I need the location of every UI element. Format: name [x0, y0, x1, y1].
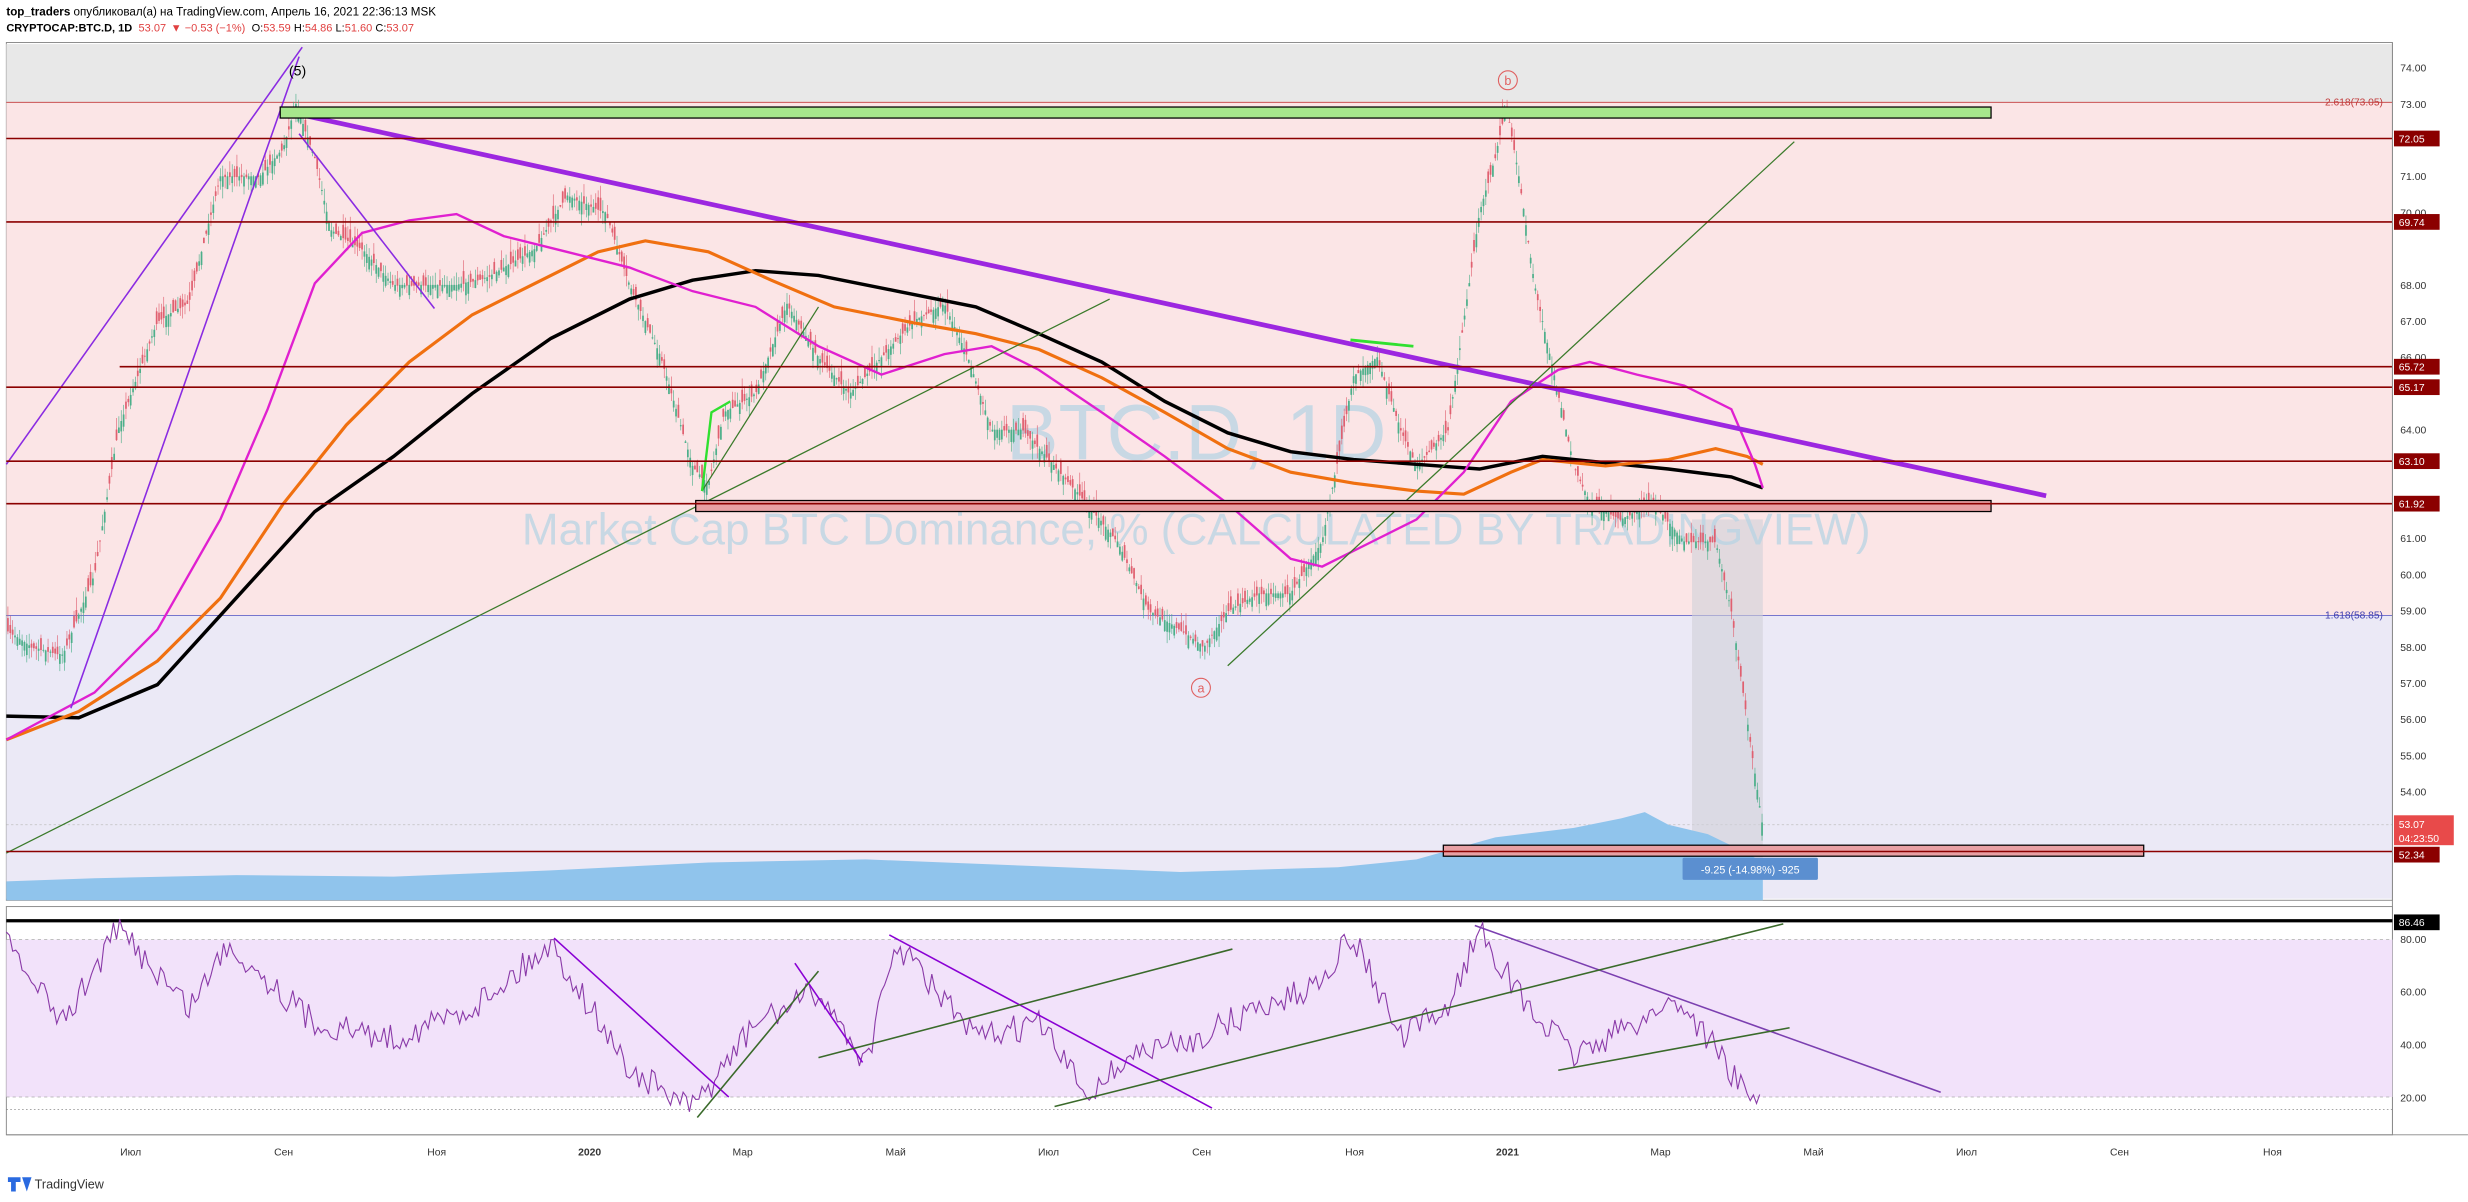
level-label: 65.17 [2399, 383, 2425, 394]
rsi-tick-label: 80.00 [2400, 935, 2426, 946]
rsi-tick-label: 20.00 [2400, 1093, 2426, 1104]
rsi-level-label: 86.46 [2399, 918, 2425, 929]
fib-label: 2.618(73.05) [2325, 97, 2383, 108]
level-box [2393, 379, 2440, 396]
price-tick-label: 67.00 [2400, 317, 2426, 328]
wave-label: a [1197, 682, 1204, 696]
measure-label: -9.25 (-14.98%) -925 [1701, 865, 1800, 877]
price-tick-label: 55.00 [2400, 751, 2426, 762]
price-tick-label: 74.00 [2400, 64, 2426, 75]
price-tick-label: 54.00 [2400, 788, 2426, 799]
ohlc-label: L: [336, 22, 345, 34]
level-label: 72.05 [2399, 134, 2425, 145]
candles [7, 93, 1763, 841]
footer: TradingView [7, 1177, 105, 1192]
level-box [2393, 358, 2440, 375]
price-tick-label: 64.00 [2400, 426, 2426, 437]
last: 53.07 [139, 22, 167, 34]
time-tick-label: Ноя [1345, 1147, 1364, 1158]
time-axis: Июл Сен Ноя 2020 Мар Май Июл Сен Ноя 2021 Мар Май Ию… [120, 1147, 2282, 1158]
ohlc-value: 51.60 [345, 22, 373, 34]
level-label: 61.92 [2399, 500, 2425, 511]
price-tick-label: 68.00 [2400, 281, 2426, 292]
price-tick-label: 73.00 [2400, 100, 2426, 111]
price-axis: 74.00 73.00 71.00 70.00 68.00 67.00 66.00 64.00… [2391, 42, 2454, 1134]
level-box [2393, 453, 2440, 470]
change: ▼ −0.53 (−1%) [171, 22, 245, 34]
level-label: 69.74 [2399, 218, 2425, 229]
time-tick-label: Сен [2110, 1147, 2129, 1158]
rsi-level-box [2393, 914, 2440, 931]
level-label: 63.10 [2399, 457, 2425, 468]
author: top_traders [6, 6, 70, 19]
level-label: 52.34 [2399, 851, 2425, 862]
ohlc-label: H: [294, 22, 305, 34]
time-tick-label: Май [1803, 1147, 1824, 1158]
time-tick-label: Мар [732, 1147, 753, 1158]
price-tick-label: 70.00 [2400, 208, 2426, 219]
rsi-tick-label: 40.00 [2400, 1041, 2426, 1052]
price-tick-label: 71.00 [2400, 172, 2426, 183]
current-price: 53.07 [2399, 820, 2425, 831]
brand: TradingView [35, 1177, 105, 1191]
ohlc-value: 54.86 [305, 22, 333, 34]
price-tick-label: 60.00 [2400, 570, 2426, 581]
watermark-symbol: BTC.D, 1D [1006, 389, 1386, 477]
ma-orange [5, 239, 1764, 742]
time-tick-label: Мар [1650, 1147, 1671, 1158]
time-tick-label: 2020 [578, 1147, 601, 1158]
volume-area [6, 812, 1763, 901]
level-box [2393, 214, 2440, 230]
header-line: top_traders опубликовал(а) на TradingVie… [6, 6, 436, 19]
price-tick-label: 61.00 [2400, 534, 2426, 545]
wave-label: (5) [289, 64, 306, 80]
price-tick-label: 59.00 [2400, 607, 2426, 618]
ohlc-label: O: [252, 22, 264, 34]
time-tick-label: Июл [1038, 1147, 1059, 1158]
rsi-line [5, 919, 1761, 1112]
rsi-panel [5, 906, 2393, 1136]
watermark-description: Market Cap BTC Dominance, % (CALCULATED … [522, 506, 1871, 555]
rsi-axis: 80.00 60.00 40.00 20.00 86.46 [2393, 914, 2440, 1104]
time-tick-label: Июл [120, 1147, 141, 1158]
time-tick-label: Сен [1192, 1147, 1211, 1158]
price-tick-label: 66.00 [2400, 353, 2426, 364]
countdown: 04:23:50 [2399, 834, 2440, 845]
level-box [2393, 495, 2440, 512]
time-tick-label: 2021 [1496, 1147, 1519, 1158]
current-box [2393, 815, 2454, 846]
time-tick-label: Сен [274, 1147, 293, 1158]
time-tick-label: Май [885, 1147, 906, 1158]
symbol-line: CRYPTOCAP:BTC.D, 1D 53.07 ▼ −0.53 (−1%) O:5… [6, 22, 414, 34]
drawings [5, 46, 2393, 857]
level-box [2393, 846, 2440, 863]
ohlc-value: 53.59 [263, 22, 291, 34]
ohlc-value: 53.07 [386, 22, 414, 34]
ohlc-label: C: [375, 22, 386, 34]
price-tick-label: 58.00 [2400, 643, 2426, 654]
symbol: CRYPTOCAP:BTC.D, 1D [6, 22, 132, 34]
published: опубликовал(а) на TradingView.com, Апрел… [70, 6, 436, 19]
fib-label: 1.618(58.85) [2325, 611, 2383, 622]
rsi-path [5, 919, 1761, 1112]
time-tick-label: Ноя [2263, 1147, 2282, 1158]
price-tick-label: 57.00 [2400, 679, 2426, 690]
price-tick-label: 56.00 [2400, 715, 2426, 726]
rsi-tick-label: 60.00 [2400, 988, 2426, 999]
level-label: 65.72 [2399, 363, 2425, 374]
time-tick-label: Июл [1956, 1147, 1977, 1158]
time-tick-label: Ноя [427, 1147, 446, 1158]
wave-label: b [1504, 74, 1511, 88]
level-box [2393, 130, 2440, 147]
